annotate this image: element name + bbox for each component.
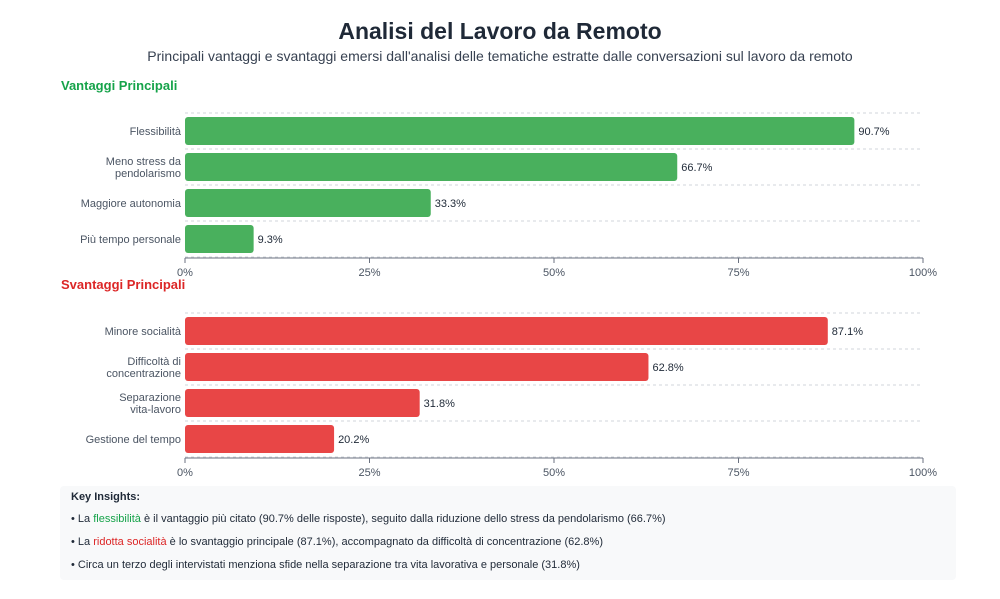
disadvantage-category-label: Separazione — [119, 392, 181, 404]
insight-bullet: • — [71, 513, 78, 525]
disadvantage-bar — [185, 425, 335, 453]
x-tick-label: 100% — [909, 467, 937, 479]
x-tick-label: 50% — [543, 267, 565, 279]
x-tick-label: 0% — [177, 267, 193, 279]
advantages-section-title: Vantaggi Principali — [61, 78, 178, 93]
advantage-value-label: 9.3% — [258, 234, 283, 246]
disadvantage-value-label: 62.8% — [652, 362, 683, 374]
x-tick-label: 75% — [727, 267, 749, 279]
disadvantage-bar — [185, 317, 828, 345]
disadvantage-category-label: vita-lavoro — [130, 404, 181, 416]
advantage-bar — [185, 189, 431, 217]
x-tick-label: 100% — [909, 267, 937, 279]
insight-text-pre: La — [77, 536, 94, 548]
insight-bullet: • — [71, 536, 78, 548]
disadvantage-category-label: Minore socialità — [105, 326, 182, 338]
advantage-category-label: Maggiore autonomia — [81, 198, 182, 210]
advantage-category-label: Più tempo personale — [80, 234, 181, 246]
key-insights-title: Key Insights: — [71, 491, 141, 503]
insight-text-pre: La — [77, 513, 94, 525]
advantages-bar-chart: 0% 25% 50% 75% 100% Flessibilità 90.7% Meno str… — [80, 112, 937, 279]
insight-item: • La flessibilità è il vantaggio più cit… — [71, 512, 945, 526]
insight-text-post: è il vantaggio più citato (90.7% delle r… — [140, 513, 666, 525]
x-tick-label: 0% — [177, 467, 193, 479]
disadvantage-value-label: 31.8% — [424, 398, 455, 410]
advantage-category-label: Meno stress da — [106, 156, 182, 168]
advantage-bar — [185, 117, 855, 145]
insight-text-post: Circa un terzo degli intervistati menzio… — [77, 559, 580, 571]
disadvantage-bar — [185, 389, 420, 417]
advantage-value-label: 90.7% — [858, 126, 889, 138]
key-insights-panel: Key Insights: • La flessibilità è il van… — [60, 486, 956, 580]
advantage-value-label: 66.7% — [681, 162, 712, 174]
insight-bullet: • — [71, 559, 78, 571]
disadvantage-category-label: Gestione del tempo — [86, 434, 181, 446]
advantage-category-label: Flessibilità — [130, 126, 182, 138]
x-tick-label: 25% — [358, 267, 380, 279]
advantage-bar — [185, 153, 678, 181]
insight-highlight: ridotta socialità — [93, 536, 167, 548]
advantage-value-label: 33.3% — [435, 198, 466, 210]
advantage-category-label: pendolarismo — [115, 168, 181, 180]
x-tick-label: 25% — [358, 467, 380, 479]
page-title: Analisi del Lavoro da Remoto — [338, 18, 662, 44]
disadvantages-bar-chart: 0% 25% 50% 75% 100% Minore socialità 87.1% Diff… — [86, 312, 937, 479]
insight-highlight: flessibilità — [93, 513, 141, 525]
disadvantage-bar — [185, 353, 649, 381]
insight-item: • Circa un terzo degli intervistati menz… — [71, 558, 945, 572]
advantage-bar — [185, 225, 254, 253]
x-tick-label: 75% — [727, 467, 749, 479]
disadvantage-value-label: 87.1% — [832, 326, 863, 338]
disadvantages-section-title: Svantaggi Principali — [61, 277, 186, 292]
insight-text-post: è lo svantaggio principale (87.1%), acco… — [166, 536, 603, 548]
page-subtitle: Principali vantaggi e svantaggi emersi d… — [147, 48, 853, 64]
disadvantage-category-label: Difficoltà di — [127, 356, 181, 368]
disadvantage-value-label: 20.2% — [338, 434, 369, 446]
x-tick-label: 50% — [543, 467, 565, 479]
disadvantage-category-label: concentrazione — [106, 368, 181, 380]
insight-item: • La ridotta socialità è lo svantaggio p… — [71, 535, 945, 549]
